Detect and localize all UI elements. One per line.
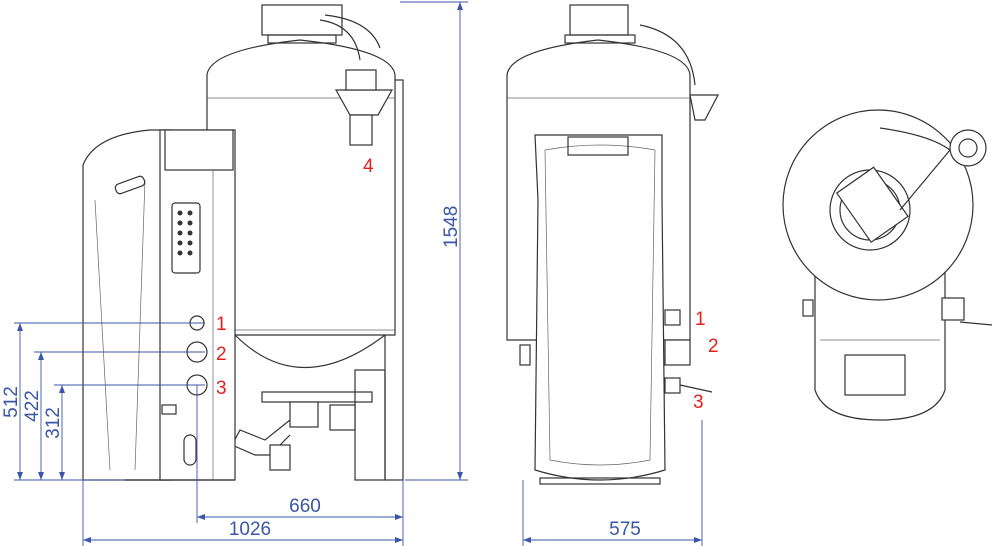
front-panel	[534, 134, 666, 481]
top-view	[782, 109, 993, 421]
burner-top	[835, 166, 909, 244]
cabinet-handle	[114, 175, 146, 195]
burner-head	[261, 4, 343, 36]
front-callout-2: 2	[708, 336, 719, 357]
display-window	[567, 136, 629, 156]
side-dimensions: 1548 512 422 312 660 1026	[1, 1, 468, 546]
dim-575: 575	[609, 519, 641, 540]
dim-1548: 1548	[441, 206, 462, 248]
dim-312: 312	[43, 407, 64, 439]
control-panel	[171, 202, 201, 274]
callout-2: 2	[216, 344, 227, 365]
cabinet-column	[159, 129, 236, 481]
cabinet-side-panel	[82, 129, 171, 481]
dim-512: 512	[1, 386, 22, 418]
front-dimensions: 575	[522, 420, 703, 546]
callout-1: 1	[216, 314, 227, 335]
front-view: 1 2 3	[506, 4, 719, 485]
side-view: 1 2 3 4	[82, 4, 404, 481]
tank-bottom-dome	[234, 334, 386, 369]
tank-body	[206, 39, 396, 336]
tank-leg-front	[354, 369, 386, 481]
cabinet-top	[814, 269, 946, 421]
front-callout-1: 1	[695, 309, 706, 330]
callout-4: 4	[363, 156, 374, 177]
dim-660: 660	[289, 496, 321, 517]
dim-1026: 1026	[229, 519, 271, 540]
dim-422: 422	[22, 390, 43, 422]
burner-head-front	[569, 4, 629, 36]
callout-3: 3	[216, 378, 227, 399]
display-top	[844, 354, 906, 396]
front-callout-3: 3	[693, 392, 704, 413]
